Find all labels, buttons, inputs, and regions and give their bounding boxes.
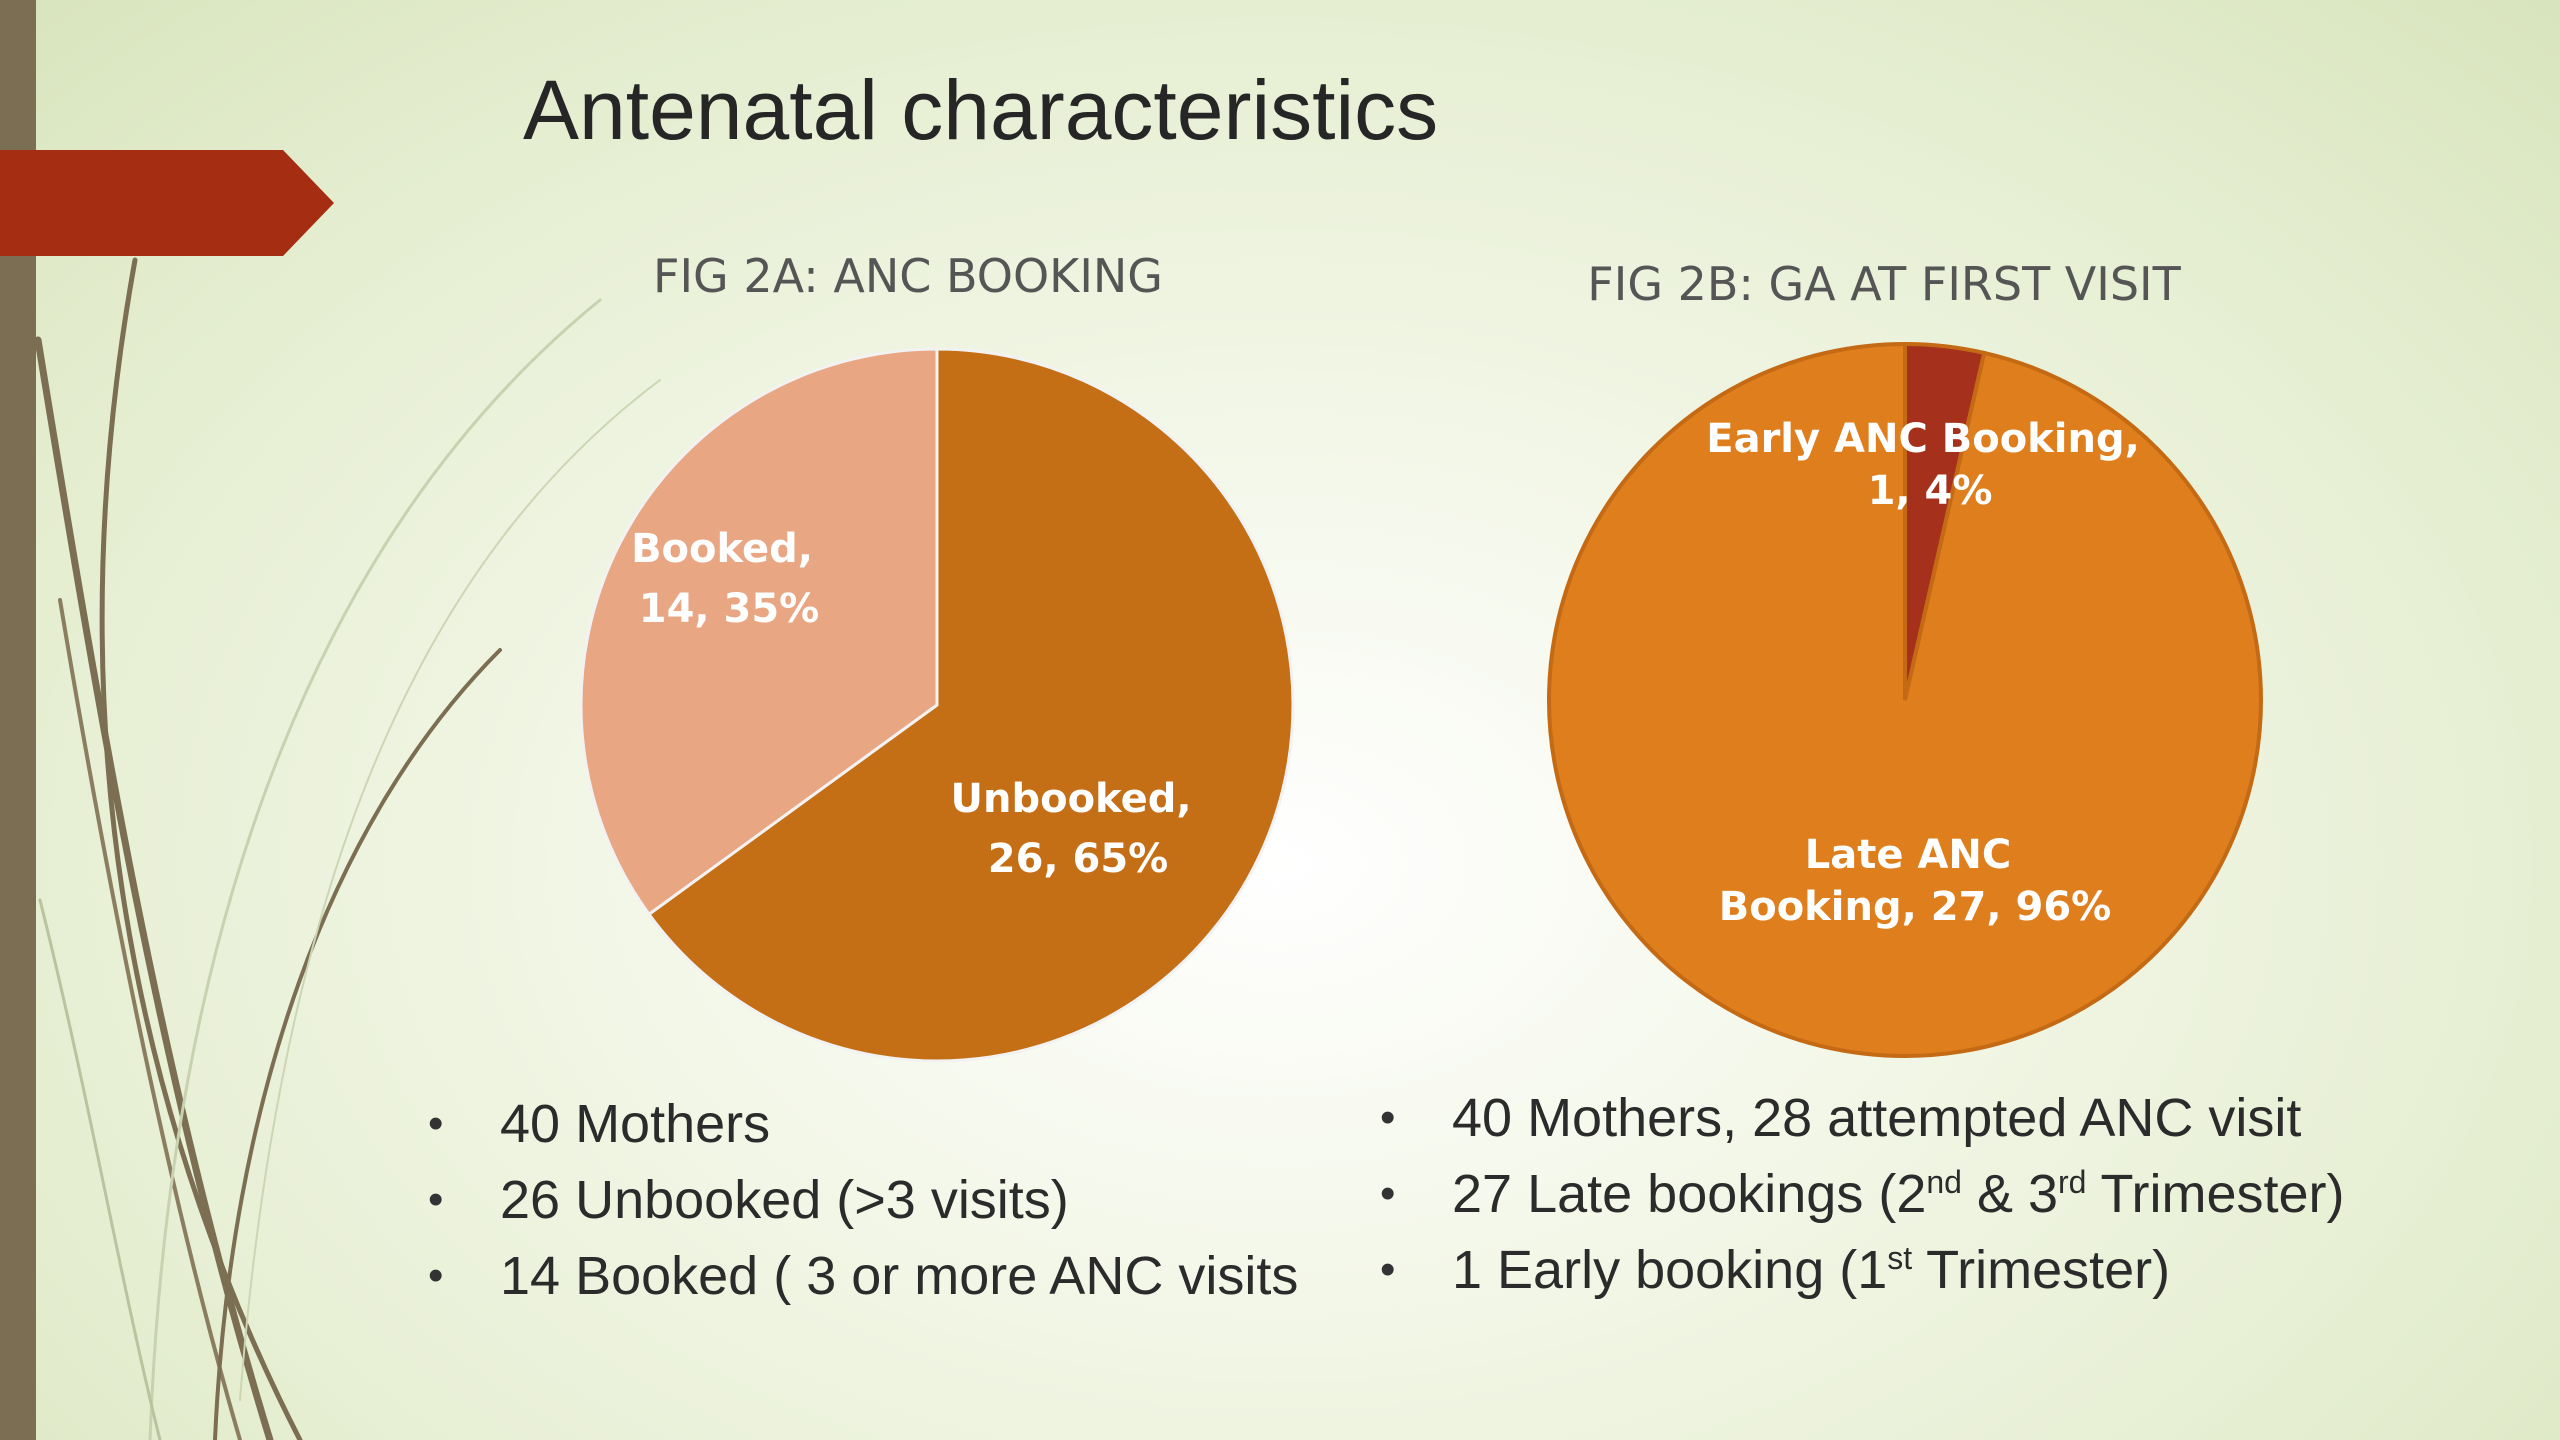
slice-label-early: Early ANC Booking, 1, 4%	[1706, 416, 2153, 514]
bullet-item: 14 Booked ( 3 or more ANC visits	[428, 1238, 1298, 1314]
decorative-curve	[58, 598, 242, 1440]
decorative-curve	[38, 898, 162, 1440]
accent-arrow	[0, 150, 334, 256]
pie-slice-late	[1547, 341, 2263, 1058]
decorative-curve	[34, 336, 274, 1440]
slice-label-booked: Booked, 14, 35%	[631, 526, 827, 632]
slice-label-unbooked: Unbooked, 26, 65%	[951, 776, 1206, 882]
decorative-curve	[239, 379, 661, 1401]
bullet-item: 40 Mothers, 28 attempted ANC visit	[1380, 1080, 2344, 1156]
bullet-item: 40 Mothers	[428, 1086, 1298, 1162]
decorative-curve	[213, 648, 502, 1440]
bullet-list-right: 40 Mothers, 28 attempted ANC visit 27 La…	[1380, 1080, 2344, 1308]
pie-slice-booked	[579, 347, 939, 917]
bullet-item: 26 Unbooked (>3 visits)	[428, 1162, 1298, 1238]
bullet-item: 27 Late bookings (2nd & 3rd Trimester)	[1380, 1156, 2344, 1232]
pie-slice-unbooked	[646, 347, 1295, 1063]
bullet-item: 1 Early booking (1st Trimester)	[1380, 1232, 2344, 1308]
decorative-curve	[148, 298, 602, 1440]
chart-title: FIG 2A: ANC BOOKING	[653, 249, 1163, 303]
slide-title: Antenatal characteristics	[523, 63, 1439, 157]
chart-title: FIG 2B: GA AT FIRST VISIT	[1587, 257, 2181, 311]
bullet-list-left: 40 Mothers 26 Unbooked (>3 visits) 14 Bo…	[428, 1086, 1298, 1314]
slice-label-late: Late ANC Booking, 27, 96%	[1719, 832, 2112, 930]
